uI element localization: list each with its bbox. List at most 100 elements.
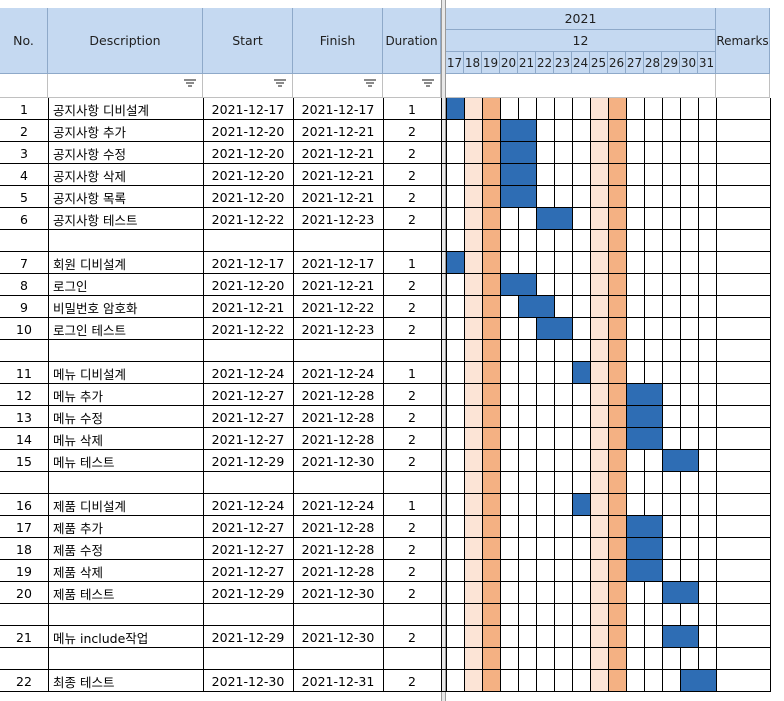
cell-duration[interactable]: 2 [408, 277, 416, 293]
table-row[interactable]: 1 공지사항 디비설계 2021-12-17 2021-12-17 1 [0, 98, 784, 120]
cell-duration[interactable]: 2 [408, 585, 416, 601]
cell-duration[interactable]: 2 [408, 563, 416, 579]
cell-description[interactable]: 비밀번호 암호화 [53, 300, 138, 316]
cell-description[interactable]: 메뉴 테스트 [53, 454, 115, 470]
header-start[interactable]: Start [203, 8, 293, 74]
cell-start[interactable]: 2021-12-22 [211, 321, 285, 337]
table-row[interactable]: 17 제품 추가 2021-12-27 2021-12-28 2 [0, 516, 784, 538]
cell-description[interactable]: 회원 디비설계 [53, 256, 126, 272]
cell-description[interactable]: 제품 추가 [53, 520, 103, 536]
header-day-26[interactable]: 26 [608, 52, 626, 74]
table-row[interactable]: 19 제품 삭제 2021-12-27 2021-12-28 2 [0, 560, 784, 582]
filter-dropdown-icon[interactable] [274, 79, 286, 88]
cell-start[interactable]: 2021-12-21 [211, 299, 285, 315]
cell-finish[interactable]: 2021-12-21 [301, 145, 375, 161]
cell-no[interactable]: 22 [16, 673, 32, 689]
cell-no[interactable]: 20 [16, 585, 32, 601]
cell-no[interactable]: 19 [16, 563, 32, 579]
cell-no[interactable]: 21 [16, 629, 32, 645]
cell-start[interactable]: 2021-12-20 [211, 167, 285, 183]
cell-finish[interactable]: 2021-12-30 [301, 453, 375, 469]
gantt-bar[interactable] [501, 164, 536, 185]
table-row[interactable]: 22 최종 테스트 2021-12-30 2021-12-31 2 [0, 670, 784, 692]
header-day-23[interactable]: 23 [554, 52, 572, 74]
cell-start[interactable]: 2021-12-20 [211, 123, 285, 139]
header-day-30[interactable]: 30 [680, 52, 698, 74]
cell-finish[interactable]: 2021-12-17 [301, 101, 375, 117]
cell-start[interactable]: 2021-12-17 [211, 101, 285, 117]
cell-duration[interactable]: 2 [408, 673, 416, 689]
cell-finish[interactable]: 2021-12-21 [301, 277, 375, 293]
cell-start[interactable]: 2021-12-20 [211, 189, 285, 205]
cell-finish[interactable]: 2021-12-28 [301, 409, 375, 425]
header-day-20[interactable]: 20 [500, 52, 518, 74]
cell-duration[interactable]: 1 [408, 101, 416, 117]
cell-no[interactable]: 18 [16, 541, 32, 557]
gantt-bar[interactable] [627, 428, 662, 449]
header-day-29[interactable]: 29 [662, 52, 680, 74]
cell-finish[interactable]: 2021-12-28 [301, 431, 375, 447]
gantt-bar[interactable] [627, 560, 662, 581]
cell-description[interactable]: 제품 디비설계 [53, 498, 126, 514]
cell-duration[interactable]: 2 [408, 321, 416, 337]
cell-start[interactable]: 2021-12-20 [211, 145, 285, 161]
cell-no[interactable]: 8 [20, 277, 28, 293]
cell-duration[interactable]: 2 [408, 299, 416, 315]
cell-start[interactable]: 2021-12-27 [211, 541, 285, 557]
cell-finish[interactable]: 2021-12-28 [301, 541, 375, 557]
cell-duration[interactable]: 1 [408, 365, 416, 381]
cell-description[interactable]: 공지사항 목록 [53, 190, 126, 206]
filter-dropdown-icon[interactable] [364, 79, 376, 88]
cell-start[interactable]: 2021-12-27 [211, 387, 285, 403]
cell-finish[interactable]: 2021-12-30 [301, 585, 375, 601]
cell-description[interactable]: 공지사항 수정 [53, 146, 126, 162]
cell-finish[interactable]: 2021-12-21 [301, 167, 375, 183]
cell-finish[interactable]: 2021-12-23 [301, 321, 375, 337]
cell-description[interactable]: 공지사항 삭제 [53, 168, 126, 184]
gantt-bar[interactable] [537, 208, 572, 229]
cell-duration[interactable]: 1 [408, 255, 416, 271]
cell-no[interactable]: 7 [20, 255, 28, 271]
cell-duration[interactable]: 2 [408, 189, 416, 205]
cell-duration[interactable]: 2 [408, 211, 416, 227]
cell-no[interactable]: 3 [20, 145, 28, 161]
cell-no[interactable]: 1 [20, 101, 28, 117]
gantt-bar[interactable] [537, 318, 572, 339]
gantt-bar[interactable] [573, 494, 590, 515]
header-month[interactable]: 12 [446, 30, 716, 52]
cell-description[interactable]: 메뉴 수정 [53, 410, 103, 426]
cell-duration[interactable]: 2 [408, 409, 416, 425]
cell-finish[interactable]: 2021-12-21 [301, 189, 375, 205]
header-day-31[interactable]: 31 [698, 52, 716, 74]
cell-no[interactable]: 6 [20, 211, 28, 227]
gantt-bar[interactable] [663, 626, 698, 647]
cell-start[interactable]: 2021-12-22 [211, 211, 285, 227]
gantt-bar[interactable] [447, 98, 464, 119]
cell-no[interactable]: 4 [20, 167, 28, 183]
gantt-bar[interactable] [519, 296, 554, 317]
cell-description[interactable]: 공지사항 추가 [53, 124, 126, 140]
cell-start[interactable]: 2021-12-29 [211, 453, 285, 469]
gantt-bar[interactable] [663, 582, 698, 603]
header-day-19[interactable]: 19 [482, 52, 500, 74]
cell-no[interactable]: 16 [16, 497, 32, 513]
gantt-bar[interactable] [501, 274, 536, 295]
cell-description[interactable]: 로그인 [53, 278, 88, 294]
gantt-bar[interactable] [681, 670, 716, 691]
cell-duration[interactable]: 2 [408, 541, 416, 557]
cell-no[interactable]: 2 [20, 123, 28, 139]
cell-description[interactable]: 최종 테스트 [53, 674, 115, 690]
filter-dropdown-icon[interactable] [422, 79, 434, 88]
gantt-bar[interactable] [501, 186, 536, 207]
cell-finish[interactable]: 2021-12-28 [301, 563, 375, 579]
header-day-21[interactable]: 21 [518, 52, 536, 74]
cell-finish[interactable]: 2021-12-28 [301, 519, 375, 535]
cell-no[interactable]: 15 [16, 453, 32, 469]
gantt-bar[interactable] [627, 384, 662, 405]
cell-start[interactable]: 2021-12-20 [211, 277, 285, 293]
header-day-24[interactable]: 24 [572, 52, 590, 74]
cell-description[interactable]: 제품 삭제 [53, 564, 103, 580]
cell-description[interactable]: 제품 테스트 [53, 586, 115, 602]
cell-finish[interactable]: 2021-12-21 [301, 123, 375, 139]
cell-duration[interactable]: 2 [408, 145, 416, 161]
